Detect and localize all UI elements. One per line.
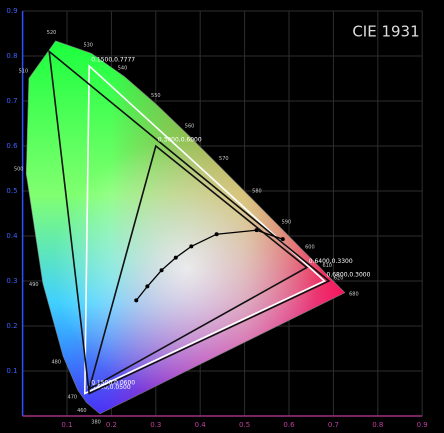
y-tick-label: 0.8 <box>6 52 17 60</box>
gamut-vertex-label: 0.6800,0.3000 <box>327 272 371 279</box>
x-tick-label: 0.6 <box>283 421 295 429</box>
wavelength-label: 560 <box>185 124 195 130</box>
y-tick-label: 0.7 <box>6 97 17 105</box>
y-tick-label: 0.4 <box>6 232 18 240</box>
planckian-point <box>280 237 285 242</box>
planckian-point <box>173 255 178 260</box>
gamut-triangle <box>83 64 326 395</box>
wavelength-label: 520 <box>47 30 57 36</box>
gamut-vertex-label: 0.6400,0.3300 <box>309 258 353 265</box>
wavelength-label: 470 <box>68 395 78 401</box>
wavelength-label: 620 <box>334 275 344 281</box>
gamut-triangle <box>48 49 331 395</box>
y-tick-label: 0.1 <box>6 367 17 375</box>
wavelength-label: 510 <box>19 69 29 75</box>
wavelength-label: 540 <box>118 65 128 71</box>
x-tick-label: 0.1 <box>61 421 72 429</box>
y-tick-label: 0.5 <box>6 187 17 195</box>
y-tick-label: 0.3 <box>6 277 17 285</box>
planckian-point <box>134 298 139 303</box>
y-tick-label: 0.9 <box>6 7 17 15</box>
wavelength-label: 490 <box>29 282 39 288</box>
wavelength-label: 500 <box>14 166 24 172</box>
x-tick-label: 0.9 <box>417 421 428 429</box>
gamut-triangle <box>87 144 309 391</box>
wavelength-label: 600 <box>305 245 315 251</box>
planckian-point <box>159 268 164 273</box>
gamut-vertex-label: 0.1500,0.0600 <box>91 380 135 387</box>
wavelength-label: 610 <box>322 263 332 269</box>
x-tick-label: 0.3 <box>150 421 161 429</box>
wavelength-label: 530 <box>83 42 93 48</box>
x-tick-label: 0.8 <box>372 421 383 429</box>
wavelength-label: 680 <box>349 291 359 297</box>
gamut-vertex-label: 0.1500,0.7777 <box>91 57 135 64</box>
wavelength-label: 550 <box>151 93 161 99</box>
x-tick-label: 0.2 <box>106 421 117 429</box>
wavelength-label: 580 <box>252 189 262 195</box>
planckian-point <box>189 244 194 249</box>
wavelength-label: 570 <box>219 156 229 162</box>
planckian-point <box>254 228 259 233</box>
y-tick-label: 0.2 <box>6 322 17 330</box>
wavelength-label: 380 <box>91 419 101 425</box>
planckian-locus <box>135 229 284 301</box>
wavelength-label: 460 <box>77 408 87 414</box>
spectral-locus <box>25 40 346 415</box>
planckian-point <box>145 284 150 289</box>
wavelength-label: 480 <box>51 360 61 366</box>
chart-title: CIE 1931 <box>352 23 419 41</box>
x-tick-label: 0.7 <box>328 421 339 429</box>
y-tick-label: 0.6 <box>6 142 18 150</box>
x-tick-label: 0.4 <box>195 421 207 429</box>
x-tick-label: 0.5 <box>239 421 250 429</box>
wavelength-label: 590 <box>282 219 292 225</box>
planckian-point <box>214 232 219 237</box>
gamut-vertex-label: 0.1400,0.0500 <box>87 384 131 391</box>
gamut-vertex-label: 0.3000,0.6000 <box>158 137 202 144</box>
